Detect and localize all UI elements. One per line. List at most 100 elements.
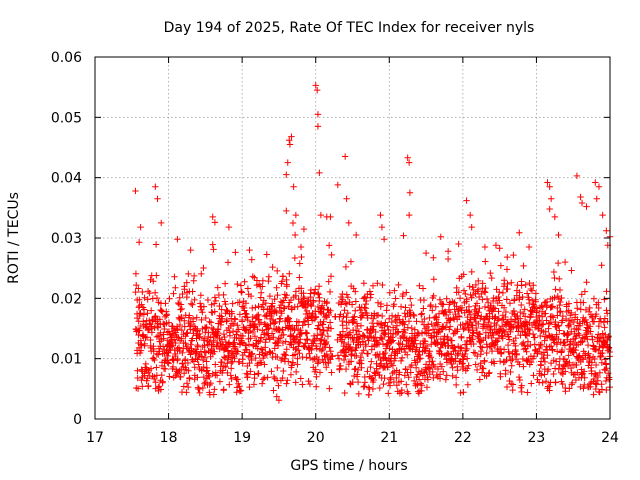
data-point [457,347,464,355]
data-point [242,310,249,317]
data-point [551,294,558,301]
data-point [430,292,437,300]
data-point [319,321,327,328]
data-point [451,299,458,306]
data-point [556,361,563,369]
data-point [327,348,334,355]
data-point [314,303,322,311]
data-point [524,389,531,396]
data-point [569,379,576,387]
data-point [185,367,192,374]
data-point [548,313,556,320]
data-point [430,374,437,382]
data-point [352,327,360,334]
data-point [477,360,484,367]
data-point [557,298,564,306]
data-point [291,327,298,334]
data-point [150,375,158,383]
data-point [403,289,410,296]
data-point [550,314,557,321]
data-point [530,282,537,289]
data-point [494,329,502,337]
data-points [132,82,614,404]
data-point [327,273,335,280]
data-point [269,263,276,271]
x-tick-label: 22 [454,430,472,446]
data-point [517,315,524,322]
data-point [590,375,598,383]
data-point [365,391,373,399]
data-point [554,322,562,330]
data-point [174,325,181,333]
data-point [259,301,267,308]
data-point [280,305,288,312]
data-point [546,205,553,213]
data-point [485,319,492,326]
data-point [184,359,192,367]
data-point [328,352,335,360]
data-point [428,320,435,328]
data-point [491,360,498,367]
data-point [156,316,164,323]
data-point [438,363,446,370]
data-point [434,340,442,347]
data-point [531,334,539,341]
data-point [317,211,325,219]
data-point [592,385,600,393]
data-point [446,326,453,333]
data-point [294,355,301,362]
y-tick-label: 0.02 [51,291,82,307]
data-point [507,316,515,323]
data-point [206,318,213,325]
data-point [365,384,373,391]
data-point [475,286,482,294]
data-point [460,325,467,333]
data-point [228,359,235,367]
data-point [583,203,590,210]
data-point [139,288,146,296]
data-point [357,322,365,329]
data-point [566,359,573,366]
data-point [370,315,377,322]
data-point [463,197,470,204]
data-point [427,354,435,361]
data-point [508,362,515,369]
data-point [277,315,284,322]
x-tick-label: 24 [601,430,619,446]
data-point [249,328,257,336]
data-point [249,273,256,280]
data-point [468,223,475,231]
data-point [174,236,181,243]
data-point [288,341,295,348]
data-point [206,373,213,381]
data-point [138,341,145,349]
data-point [136,327,143,334]
data-point [323,364,330,371]
data-point [243,370,250,377]
data-point [374,280,381,287]
data-point [344,294,352,301]
chart-title: Day 194 of 2025, Rate Of TEC Index for r… [164,20,535,36]
data-point [556,327,563,334]
data-point [262,299,269,307]
data-point [159,379,166,387]
data-point [342,365,350,373]
data-point [183,389,190,396]
data-point [285,303,292,310]
data-point [539,321,546,328]
data-point [468,294,475,302]
data-point [420,305,427,312]
data-point [353,352,360,359]
data-point [286,318,293,325]
data-point [502,308,510,316]
data-point [520,363,527,370]
data-point [444,336,452,343]
y-tick-labels: 0 0.01 0.02 0.03 0.04 0.05 0.06 [51,50,82,428]
data-point [200,373,208,381]
data-point [315,291,322,298]
data-point [592,179,599,186]
data-point [461,324,468,332]
axes [94,56,611,420]
data-point [228,310,236,317]
data-point [504,285,511,293]
